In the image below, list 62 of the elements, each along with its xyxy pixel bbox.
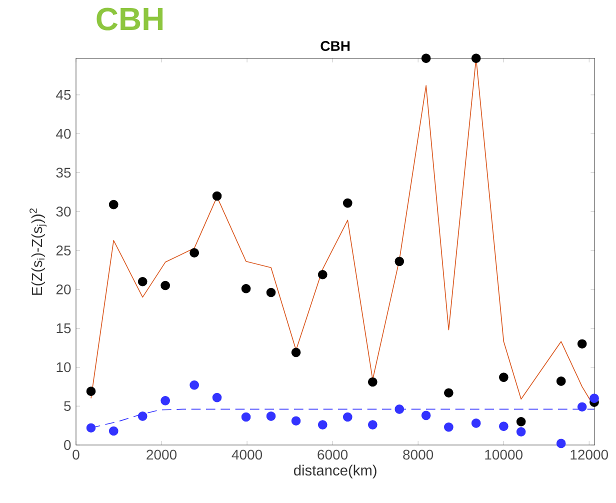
point	[516, 416, 526, 426]
y-tick-label: 45	[56, 90, 71, 100]
point	[590, 394, 599, 403]
point	[190, 380, 199, 390]
point	[394, 404, 404, 414]
point	[86, 423, 96, 433]
point	[212, 392, 222, 402]
point	[368, 420, 378, 430]
y-axis-title: E(Z(s$_{i}$)-Z(s$_{j}$))$^{2}$	[30, 208, 47, 295]
point	[241, 284, 251, 294]
point	[212, 191, 222, 201]
y-tick-label: 35	[56, 168, 71, 178]
point	[291, 416, 301, 426]
point	[318, 270, 328, 280]
y-tick-label: 20	[56, 284, 71, 294]
point	[577, 339, 587, 349]
point	[138, 276, 148, 286]
point	[368, 377, 378, 387]
point	[160, 280, 170, 290]
point	[556, 438, 566, 448]
point	[421, 410, 431, 420]
text: CBH	[96, 8, 163, 30]
point	[108, 200, 118, 210]
point	[266, 288, 276, 298]
point	[577, 402, 587, 412]
point	[342, 412, 352, 422]
point	[421, 54, 431, 63]
x-tick-label: 4000	[232, 450, 262, 460]
point	[394, 256, 404, 266]
x-tick-label: 10000	[485, 450, 523, 460]
x-tick-label: 12000	[570, 450, 608, 460]
point	[138, 412, 148, 421]
point	[556, 376, 566, 386]
point	[160, 396, 170, 406]
point	[471, 54, 481, 63]
x-tick-label: 6000	[318, 450, 348, 460]
y-tick-label: 25	[56, 246, 71, 256]
point	[499, 422, 508, 431]
x-tick-label: 2000	[146, 450, 177, 460]
point	[190, 248, 199, 258]
x-axis-title: distance(km)	[294, 464, 376, 478]
point	[444, 422, 454, 432]
point	[499, 372, 508, 382]
point	[444, 388, 454, 398]
point	[342, 198, 352, 208]
y-tick-label: 10	[56, 362, 71, 372]
y-tick-label: 0	[64, 440, 71, 450]
y-tick-label: 40	[56, 128, 71, 139]
x-tick-label: 0	[72, 450, 80, 460]
y-tick-label: 15	[56, 323, 71, 334]
point	[291, 348, 301, 358]
point	[108, 426, 118, 436]
chart-title: CBH	[320, 41, 350, 51]
y-tick-label: 30	[56, 206, 71, 217]
point	[241, 412, 251, 422]
x-tick-label: 8000	[403, 450, 434, 460]
point	[266, 412, 276, 421]
point	[318, 420, 328, 430]
point	[471, 418, 481, 428]
point	[86, 386, 96, 396]
y-tick-label: 5	[64, 401, 71, 411]
point	[516, 427, 526, 436]
